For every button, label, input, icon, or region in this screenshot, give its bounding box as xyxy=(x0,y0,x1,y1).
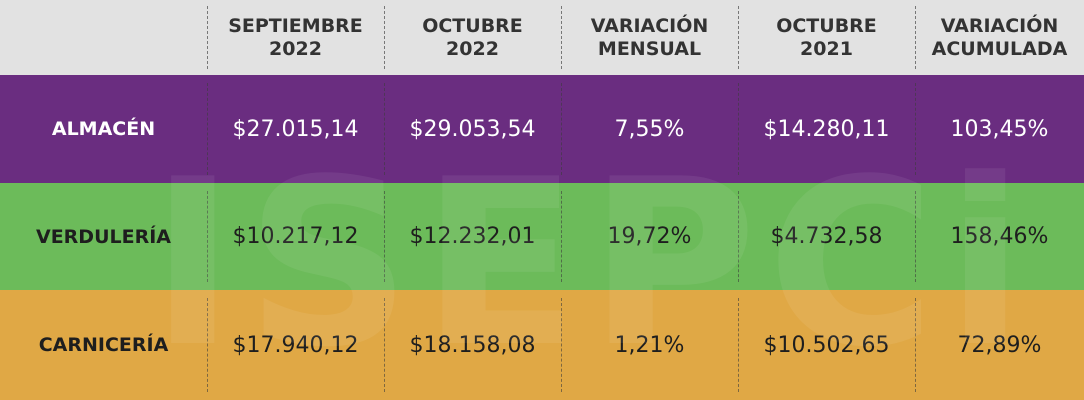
value-cell: $29.053,54 xyxy=(384,75,561,183)
header-line: SEPTIEMBRE xyxy=(228,14,363,37)
value-cell: 19,72% xyxy=(561,183,738,290)
value-cell: $18.158,08 xyxy=(384,290,561,400)
value-cell: $4.732,58 xyxy=(738,183,915,290)
header-cell: OCTUBRE 2021 xyxy=(738,0,915,75)
header-line: 2022 xyxy=(446,37,499,60)
header-line: VARIACIÓN xyxy=(590,14,709,37)
header-cell: VARIACIÓN ACUMULADA xyxy=(915,0,1084,75)
header-line: OCTUBRE xyxy=(776,14,877,37)
value-cell: 72,89% xyxy=(915,290,1084,400)
row-label: ALMACÉN xyxy=(0,75,207,183)
value-cell: $10.217,12 xyxy=(207,183,384,290)
value-cell: $17.940,12 xyxy=(207,290,384,400)
header-cell: SEPTIEMBRE 2022 xyxy=(207,0,384,75)
value-cell: $12.232,01 xyxy=(384,183,561,290)
value-cell: 1,21% xyxy=(561,290,738,400)
value-cell: $10.502,65 xyxy=(738,290,915,400)
row-label: VERDULERÍA xyxy=(0,183,207,290)
value-cell: 7,55% xyxy=(561,75,738,183)
header-line: 2021 xyxy=(800,37,853,60)
header-line: OCTUBRE xyxy=(422,14,523,37)
header-cell: OCTUBRE 2022 xyxy=(384,0,561,75)
value-cell: 103,45% xyxy=(915,75,1084,183)
value-cell: $27.015,14 xyxy=(207,75,384,183)
header-line: ACUMULADA xyxy=(931,37,1068,60)
header-cell: VARIACIÓN MENSUAL xyxy=(561,0,738,75)
header-corner xyxy=(0,0,207,75)
row-label: CARNICERÍA xyxy=(0,290,207,400)
value-cell: 158,46% xyxy=(915,183,1084,290)
header-line: MENSUAL xyxy=(597,37,702,60)
header-line: VARIACIÓN xyxy=(940,14,1059,37)
header-line: 2022 xyxy=(269,37,322,60)
value-cell: $14.280,11 xyxy=(738,75,915,183)
